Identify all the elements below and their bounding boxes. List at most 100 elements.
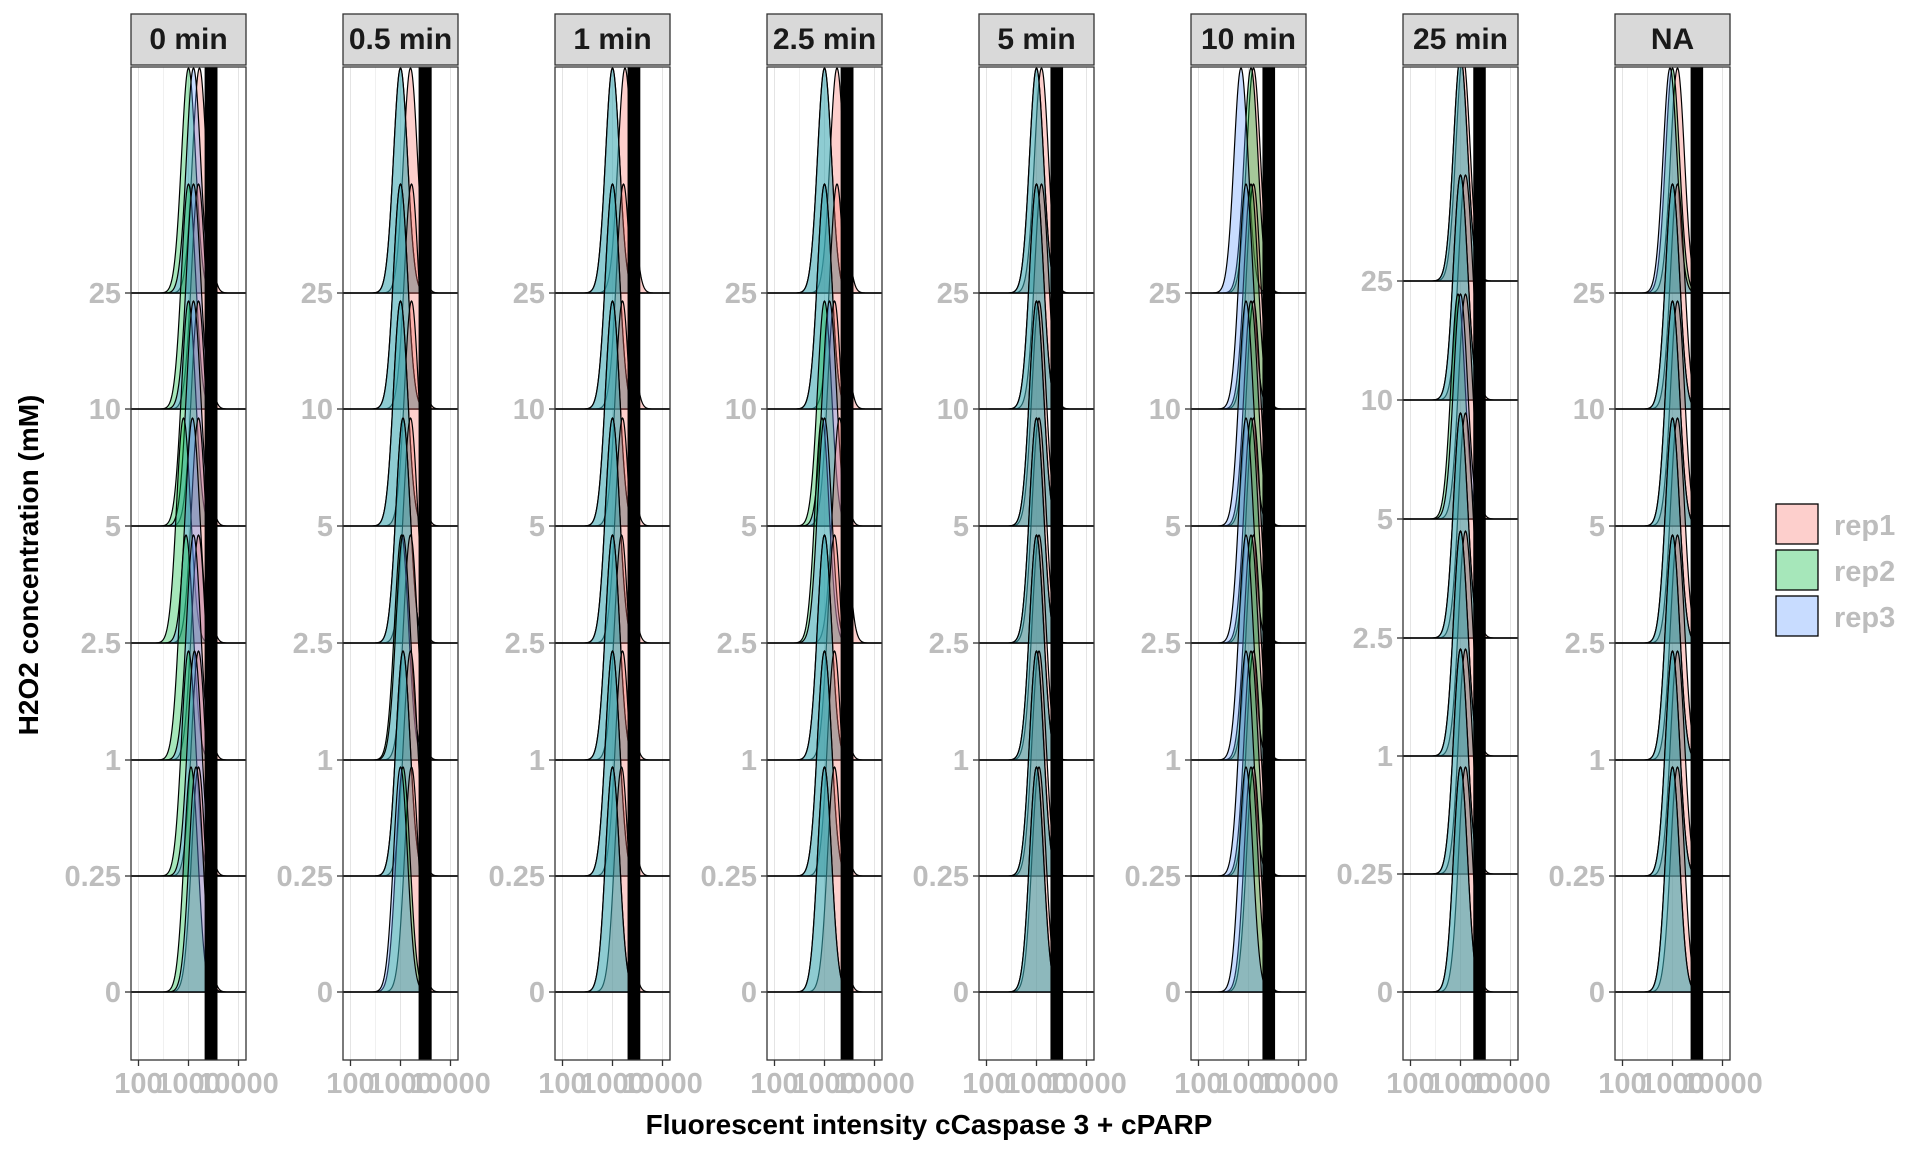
y-tick-label: 5 bbox=[317, 511, 333, 543]
y-tick-label: 5 bbox=[1165, 511, 1181, 543]
density-rep3-0 bbox=[1615, 766, 1730, 993]
density-rep3-25 bbox=[979, 67, 1094, 294]
strip-label-0-min: 0 min bbox=[149, 23, 227, 56]
y-tick-label: 5 bbox=[105, 511, 121, 543]
density-rep3-0 bbox=[979, 766, 1094, 993]
density-rep3-0-25 bbox=[555, 650, 670, 877]
y-tick-label: 0.25 bbox=[1337, 859, 1393, 891]
density-rep3-0-25 bbox=[343, 650, 458, 877]
y-tick-label: 2.5 bbox=[717, 628, 757, 660]
y-tick-label: 0.25 bbox=[1549, 861, 1605, 893]
legend-label-rep2: rep2 bbox=[1834, 556, 1895, 588]
strip-label-1-min: 1 min bbox=[573, 23, 651, 56]
x-tick-label: 100 bbox=[538, 1068, 586, 1100]
density-rep3-0-25 bbox=[767, 650, 882, 877]
strip-background bbox=[1614, 13, 1731, 66]
density-rep3-0-25 bbox=[1191, 650, 1306, 877]
y-tick-label: 10 bbox=[1361, 385, 1393, 417]
x-tick-label: 10000 bbox=[622, 1068, 703, 1100]
density-rep3-5 bbox=[131, 300, 246, 527]
y-tick-label: 0 bbox=[953, 977, 969, 1009]
legend-key-rep2 bbox=[1775, 549, 1819, 591]
density-rep3-2-5 bbox=[131, 417, 246, 644]
density-rep3-0 bbox=[1191, 766, 1306, 993]
density-group-0-min bbox=[131, 67, 246, 993]
density-group-0-5-min bbox=[343, 67, 458, 993]
strip-label-2-5-min: 2.5 min bbox=[773, 23, 876, 56]
strip-background bbox=[342, 13, 459, 66]
threshold-band bbox=[418, 67, 432, 1060]
y-tick-label: 25 bbox=[513, 278, 545, 310]
density-rep3-5 bbox=[767, 300, 882, 527]
density-rep3-0 bbox=[131, 766, 246, 993]
density-rep3-2-5 bbox=[1403, 412, 1518, 639]
y-tick-label: 10 bbox=[1149, 394, 1181, 426]
density-rep3-0-25 bbox=[1615, 650, 1730, 877]
x-tick-label: 1000 bbox=[1640, 1068, 1705, 1100]
strip-background bbox=[1402, 13, 1519, 66]
density-rep3-10 bbox=[1403, 174, 1518, 401]
density-rep3-5 bbox=[1615, 300, 1730, 527]
y-tick-label: 2.5 bbox=[505, 628, 545, 660]
y-tick-label: 1 bbox=[741, 745, 757, 777]
y-tick-label: 1 bbox=[529, 745, 545, 777]
legend: rep1 rep2 rep3 bbox=[1775, 503, 1895, 637]
density-rep3-10 bbox=[1615, 183, 1730, 410]
x-tick-label: 1000 bbox=[1216, 1068, 1281, 1100]
y-tick-label: 2.5 bbox=[929, 628, 969, 660]
strip-background bbox=[766, 13, 883, 66]
strip-label-5-min: 5 min bbox=[997, 23, 1075, 56]
x-tick-label: 100 bbox=[114, 1068, 162, 1100]
threshold-band bbox=[204, 67, 218, 1060]
y-tick-label: 25 bbox=[89, 278, 121, 310]
density-group-1-min bbox=[555, 67, 670, 993]
density-rep3-5 bbox=[1403, 293, 1518, 520]
y-tick-label: 0 bbox=[529, 977, 545, 1009]
y-tick-label: 0.25 bbox=[489, 861, 545, 893]
strip-background bbox=[1190, 13, 1307, 66]
x-tick-label: 100 bbox=[1386, 1068, 1434, 1100]
y-tick-label: 10 bbox=[937, 394, 969, 426]
legend-key-rep3 bbox=[1775, 595, 1819, 637]
density-rep3-2-5 bbox=[979, 417, 1094, 644]
y-axis-title: H2O2 concentration (mM) bbox=[13, 395, 44, 736]
density-rep3-0 bbox=[343, 766, 458, 993]
y-tick-label: 0 bbox=[1377, 977, 1393, 1009]
density-rep3-0 bbox=[1403, 766, 1518, 993]
strip-background bbox=[978, 13, 1095, 66]
strip-background bbox=[130, 13, 247, 66]
legend-key-rep1 bbox=[1775, 503, 1819, 545]
y-tick-label: 0.25 bbox=[913, 861, 969, 893]
density-rep3-1 bbox=[979, 534, 1094, 761]
y-tick-label: 25 bbox=[1573, 278, 1605, 310]
strip-label-na: NA bbox=[1651, 23, 1694, 56]
density-rep3-25 bbox=[1403, 67, 1518, 282]
strip-label-10-min: 10 min bbox=[1201, 23, 1296, 56]
y-tick-label: 0.25 bbox=[65, 861, 121, 893]
y-tick-label: 0 bbox=[1165, 977, 1181, 1009]
x-tick-label: 1000 bbox=[580, 1068, 645, 1100]
strip-label-25-min: 25 min bbox=[1413, 23, 1508, 56]
density-rep3-5 bbox=[343, 300, 458, 527]
threshold-band bbox=[840, 67, 854, 1060]
y-tick-label: 25 bbox=[301, 278, 333, 310]
y-tick-label: 0.25 bbox=[1125, 861, 1181, 893]
x-tick-label: 1000 bbox=[1428, 1068, 1493, 1100]
y-tick-label: 0 bbox=[105, 977, 121, 1009]
density-rep3-1 bbox=[1403, 530, 1518, 757]
density-rep3-25 bbox=[343, 67, 458, 294]
density-rep3-1 bbox=[131, 534, 246, 761]
x-tick-label: 100 bbox=[962, 1068, 1010, 1100]
strip-background bbox=[554, 13, 671, 66]
density-rep3-1 bbox=[767, 534, 882, 761]
y-tick-label: 10 bbox=[301, 394, 333, 426]
